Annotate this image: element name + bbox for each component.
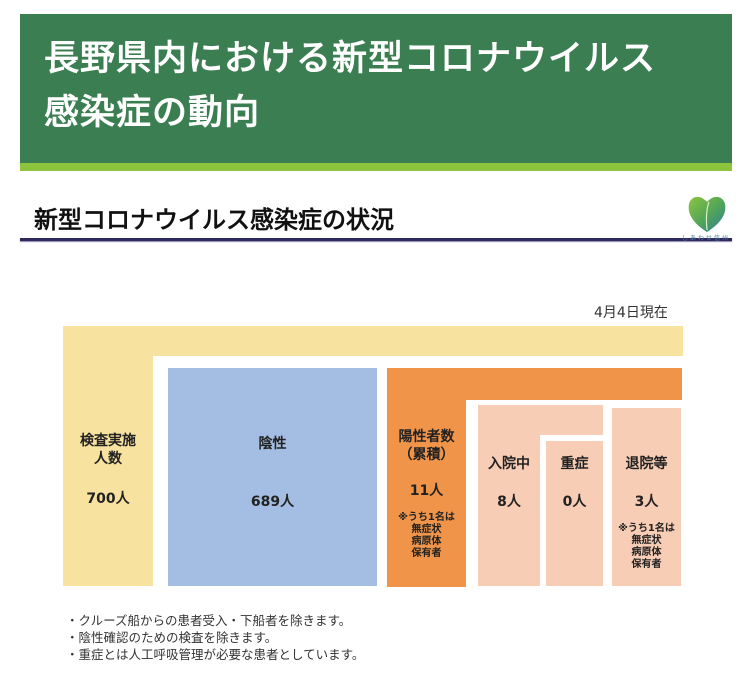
discharged-value: 3人 <box>634 494 659 510</box>
discharged-note: ※うち1名は 無症状 病原体 保有者 <box>618 523 675 570</box>
hospitalized-box <box>478 405 540 586</box>
heart-leaf-logo-icon <box>684 192 730 238</box>
slide-title: 新型コロナウイルス感染症の状況 <box>34 206 394 234</box>
hospitalized-value: 8人 <box>497 494 521 510</box>
footnote: ・陰性確認のための検査を除きます。 <box>66 630 278 645</box>
discharged-box <box>612 408 681 586</box>
discharged-label: 退院等 3人 ※うち1名は 無症状 病原体 保有者 <box>612 455 681 571</box>
title-underline <box>20 238 732 241</box>
header-accent-strip <box>20 163 732 171</box>
logo-caption: しあわせ信州 <box>681 235 730 242</box>
header-banner <box>20 14 732 163</box>
footnote: ・重症とは人工呼吸管理が必要な患者としています。 <box>66 647 365 662</box>
severe-box <box>546 441 603 586</box>
negative-box <box>168 368 377 586</box>
severe-value: 0人 <box>562 494 587 510</box>
tested-value: 700人 <box>86 491 130 507</box>
tested-label: 検査実施 人数 700人 <box>63 432 153 508</box>
positive-value: 11人 <box>409 483 444 499</box>
page-title-line1: 長野県内における新型コロナウイルス <box>44 39 657 79</box>
page-title: 長野県内における新型コロナウイルス 感染症の動向 <box>44 32 724 140</box>
as-of-date: 4月4日現在 <box>594 305 668 321</box>
negative-value: 689人 <box>250 494 295 510</box>
footnotes: ・クルーズ船からの患者受入・下船者を除きます。 ・陰性確認のための検査を除きます… <box>66 612 364 663</box>
positive-note: ※うち1名は 無症状 病原体 保有者 <box>398 512 455 559</box>
positive-box <box>387 368 466 587</box>
tested-box <box>63 326 153 586</box>
tested-box-top <box>63 326 683 356</box>
severe-label: 重症 0人 <box>546 455 603 511</box>
page-title-line2: 感染症の動向 <box>44 93 261 133</box>
negative-label: 陰性 689人 <box>168 435 377 511</box>
footnote: ・クルーズ船からの患者受入・下船者を除きます。 <box>66 613 352 628</box>
positive-label: 陽性者数 （累積） 11人 ※うち1名は 無症状 病原体 保有者 <box>387 428 466 560</box>
hospitalized-label: 入院中 8人 <box>478 455 540 511</box>
